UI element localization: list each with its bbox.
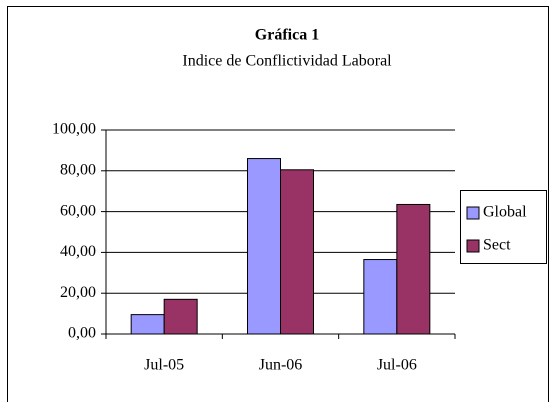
- x-tick-label: Jul-06: [377, 357, 417, 374]
- legend-label: Global: [483, 204, 527, 221]
- bar: [396, 203, 431, 335]
- y-tick-label: 0,00: [68, 325, 96, 342]
- x-tick-label: Jun-06: [259, 357, 303, 374]
- bar: [130, 314, 165, 335]
- y-tick-label: 20,00: [60, 284, 96, 301]
- legend-swatch: [466, 239, 480, 253]
- legend-swatch: [466, 206, 480, 220]
- bar: [280, 169, 314, 335]
- y-tick-label: 40,00: [60, 243, 96, 260]
- legend-label: Sect: [483, 237, 511, 254]
- bar: [247, 158, 281, 335]
- chart-title: Gráfica 1: [255, 27, 319, 44]
- y-tick-label: 80,00: [60, 161, 96, 178]
- chart-subtitle: Indice de Conflictividad Laboral: [182, 53, 392, 70]
- y-tick-label: 100,00: [52, 121, 96, 138]
- x-tick-label: Jul-05: [144, 357, 184, 374]
- y-tick-label: 60,00: [60, 202, 96, 219]
- bar: [363, 259, 398, 335]
- bar: [163, 298, 198, 335]
